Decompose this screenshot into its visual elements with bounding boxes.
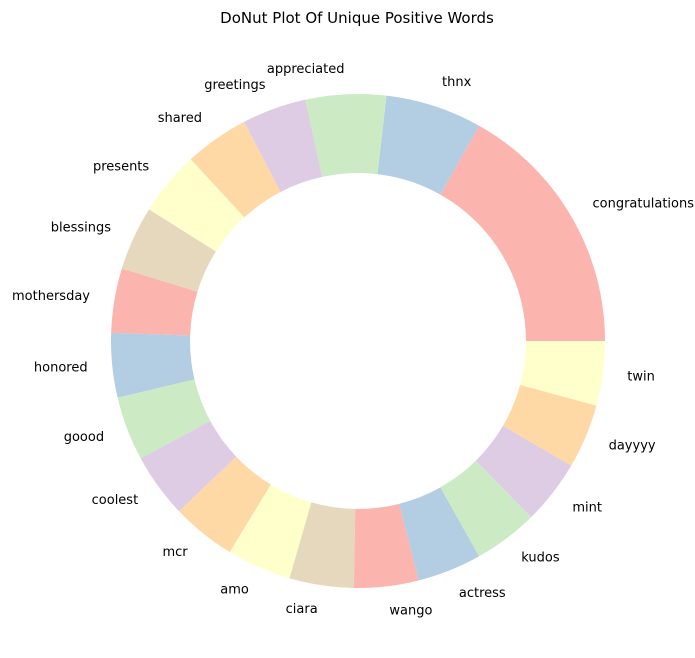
donut-slices — [111, 94, 605, 588]
label-actress: actress — [459, 586, 506, 601]
label-goood: goood — [64, 430, 104, 445]
slice-greetings — [244, 99, 323, 192]
label-presents: presents — [93, 160, 149, 175]
label-kudos: kudos — [521, 551, 560, 566]
slice-twin — [520, 341, 605, 406]
label-mothersday: mothersday — [12, 289, 90, 304]
label-greetings: greetings — [204, 78, 266, 93]
slice-mcr — [179, 456, 271, 553]
slice-wango — [353, 503, 419, 588]
label-thnx: thnx — [442, 75, 472, 90]
slice-congratulations — [440, 125, 605, 341]
slice-thnx — [377, 95, 480, 195]
slice-blessings — [121, 209, 216, 292]
label-coolest: coolest — [92, 493, 139, 508]
slice-honored — [111, 332, 195, 398]
slice-appreciated — [305, 94, 387, 177]
label-blessings: blessings — [51, 220, 112, 235]
slice-mint — [475, 425, 572, 518]
label-wango: wango — [389, 603, 432, 618]
label-appreciated: appreciated — [267, 62, 345, 77]
chart-title: DoNut Plot Of Unique Positive Words — [220, 9, 494, 27]
slice-mothersday — [111, 268, 198, 336]
label-amo: amo — [220, 582, 249, 597]
label-mint: mint — [572, 500, 602, 515]
label-mcr: mcr — [162, 545, 188, 560]
label-congratulations: congratulations — [593, 196, 695, 211]
slice-dayyyy — [502, 384, 597, 466]
label-ciara: ciara — [286, 602, 318, 617]
slice-ciara — [289, 502, 356, 588]
slice-presents — [149, 159, 245, 252]
slice-kudos — [440, 460, 532, 557]
label-shared: shared — [158, 111, 202, 126]
slice-goood — [117, 379, 211, 459]
label-twin: twin — [627, 369, 655, 384]
slice-coolest — [140, 420, 237, 512]
label-dayyyy: dayyyy — [609, 439, 656, 454]
slice-amo — [229, 484, 312, 579]
label-honored: honored — [34, 360, 88, 375]
slice-shared — [190, 121, 281, 218]
slice-actress — [399, 487, 480, 581]
